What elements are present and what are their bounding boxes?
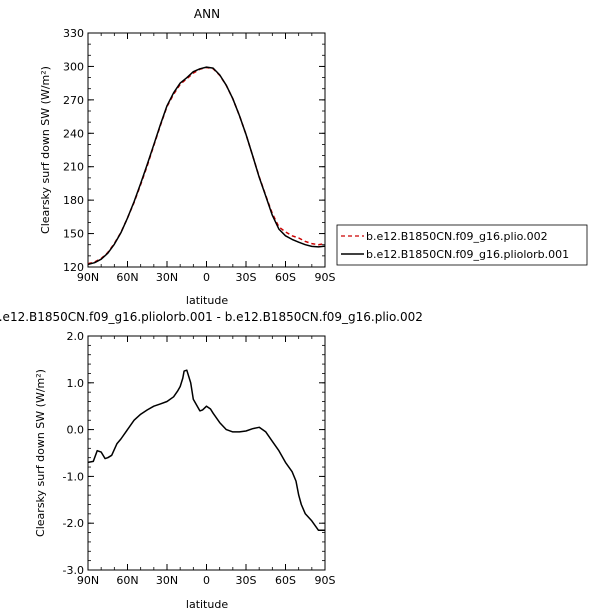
y-tick-label: 150: [63, 228, 84, 241]
bottom-chart-title: b.e12.B1850CN.f09_g16.pliolorb.001 - b.e…: [0, 310, 423, 324]
series-line-0: [87, 369, 325, 531]
top-y-axis-label: Clearsky surf down SW (W/m²): [39, 66, 52, 234]
x-tick-label: 30S: [236, 271, 257, 284]
top-chart-title: ANN: [194, 7, 220, 21]
y-tick-label: 180: [63, 194, 84, 207]
bottom-y-axis-label: Clearsky surf down SW (W/m²): [34, 369, 47, 537]
legend: b.e12.B1850CN.f09_g16.plio.002 b.e12.B18…: [336, 224, 588, 266]
top-x-axis: 90N 60N 30N 0 30S 60S 90S: [77, 33, 336, 284]
y-tick-label: 300: [63, 60, 84, 73]
x-tick-label: 90S: [315, 271, 336, 284]
y-tick-label: 210: [63, 161, 84, 174]
x-tick-label: 60S: [275, 271, 296, 284]
x-tick-label: 90N: [77, 271, 99, 284]
y-tick-label: -1.0: [63, 470, 84, 483]
x-tick-label: 0: [203, 574, 210, 587]
y-tick-label: 270: [63, 94, 84, 107]
x-tick-label: 30N: [156, 574, 178, 587]
y-tick-label: -2.0: [63, 517, 84, 530]
top-chart: ANN 120 150 180 210 240 270 300 330 90N 60N 30N 0 3…: [39, 7, 336, 307]
legend-box: [336, 224, 588, 266]
bottom-x-axis: 90N 60N 30N 0 30S 60S 90S: [77, 336, 336, 587]
x-tick-label: 60S: [275, 574, 296, 587]
y-tick-label: 330: [63, 27, 84, 40]
y-tick-label: 120: [63, 261, 84, 274]
top-series-lines: [87, 66, 326, 266]
bottom-chart: b.e12.B1850CN.f09_g16.pliolorb.001 - b.e…: [0, 310, 423, 611]
top-x-axis-label: latitude: [186, 294, 228, 307]
bottom-plot-frame: [87, 335, 326, 571]
series-line-0: [87, 66, 326, 265]
x-tick-label: 60N: [116, 271, 138, 284]
bottom-x-axis-label: latitude: [186, 598, 228, 611]
y-tick-label: 240: [63, 127, 84, 140]
y-tick-label: 2.0: [67, 330, 85, 343]
y-tick-label: 0.0: [67, 424, 85, 437]
x-tick-label: 90S: [315, 574, 336, 587]
x-tick-label: 0: [203, 271, 210, 284]
series-line-1: [87, 66, 326, 266]
x-tick-label: 30S: [236, 574, 257, 587]
x-tick-label: 30N: [156, 271, 178, 284]
x-tick-label: 90N: [77, 574, 99, 587]
x-tick-label: 60N: [116, 574, 138, 587]
legend-label-plio: b.e12.B1850CN.f09_g16.plio.002: [366, 230, 548, 243]
bottom-y-axis: 2.0 1.0 0.0 -1.0 -2.0 -3.0: [63, 330, 325, 577]
y-tick-label: -3.0: [63, 564, 84, 577]
legend-label-pliolorb: b.e12.B1850CN.f09_g16.pliolorb.001: [366, 248, 569, 261]
bottom-series-line: [87, 369, 325, 531]
y-tick-label: 1.0: [67, 377, 85, 390]
top-y-axis: 120 150 180 210 240 270 300 330: [63, 27, 325, 274]
